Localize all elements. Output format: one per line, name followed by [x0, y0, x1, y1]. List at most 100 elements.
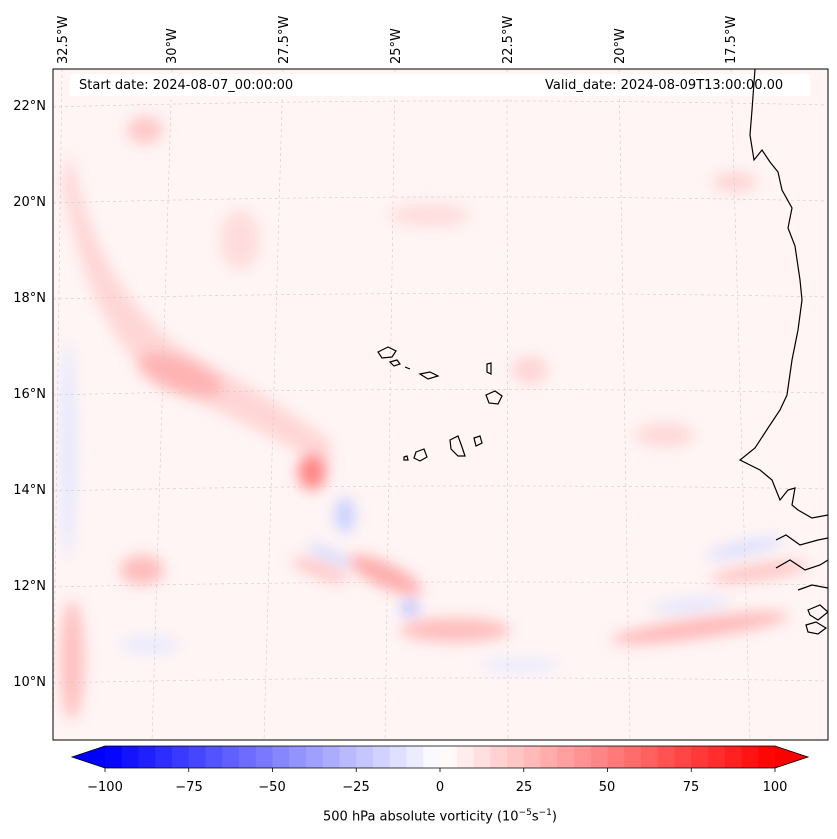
- lat-label-22n: 22°N: [13, 99, 46, 114]
- colorbar-tick-label: −50: [258, 780, 286, 795]
- island-sao-nicolau: [418, 371, 440, 380]
- colorbar-bin: [306, 746, 324, 768]
- colorbar-bin: [641, 746, 659, 768]
- colorbar-bin: [657, 746, 675, 768]
- colorbar-bin: [222, 746, 240, 768]
- colorbar-bin: [155, 746, 173, 768]
- island-maio: [473, 435, 483, 447]
- colorbar-bin: [741, 746, 759, 768]
- map-area: [53, 69, 828, 740]
- colorbar-bin: [322, 746, 340, 768]
- parallel-16n: [53, 389, 828, 396]
- lon-label-25w: 25°W: [389, 28, 404, 64]
- colorbar-bin: [557, 746, 575, 768]
- meridian-32-5w: [53, 69, 63, 740]
- island-fogo: [413, 448, 428, 462]
- island-sal: [486, 362, 492, 375]
- island-brava: [403, 455, 409, 461]
- colorbar-tick-label: 25: [515, 780, 533, 795]
- colorbar-bin: [607, 746, 625, 768]
- island-sao-vicente: [388, 359, 401, 367]
- colorbar-bin: [138, 746, 156, 768]
- colorbar-tick-label: −100: [87, 780, 123, 795]
- colorbar-bin: [105, 746, 123, 768]
- map-frame: [52, 68, 829, 741]
- start-date-label: Start date: 2024-08-07_00:00:00: [79, 78, 294, 93]
- island-santo-antao: [377, 346, 397, 359]
- lon-label-27-5w: 27.5°W: [277, 15, 292, 64]
- colorbar-bin: [507, 746, 525, 768]
- valid-date-label: Valid_date: 2024-08-09T13:00:00.00: [545, 78, 784, 93]
- parallel-18n: [53, 293, 828, 300]
- colorbar-bin: [406, 746, 424, 768]
- lat-label-18n: 18°N: [13, 291, 46, 306]
- colorbar-label-main: 500 hPa absolute vorticity (10: [323, 809, 519, 825]
- colorbar-label-mid: s: [531, 809, 539, 825]
- coastline-gambia: [775, 534, 828, 546]
- lat-label-20n: 20°N: [13, 195, 46, 210]
- colorbar-label-end: ): [551, 809, 557, 825]
- colorbar-bin: [289, 746, 307, 768]
- header-backdrop: [70, 74, 810, 96]
- colorbar-label-exp2: −1: [538, 808, 552, 818]
- colorbar-bin: [724, 746, 742, 768]
- colorbar-bin: [624, 746, 642, 768]
- colorbar-bin: [691, 746, 709, 768]
- colorbar-bin: [456, 746, 474, 768]
- island-santiago: [449, 435, 466, 457]
- lat-label-10n: 10°N: [13, 675, 46, 690]
- parallel-14n: [53, 485, 828, 492]
- parallel-20n: [53, 196, 828, 204]
- coastline-guinea-bissau: [775, 559, 828, 571]
- colorbar-bin: [473, 746, 491, 768]
- colorbar-bin: [205, 746, 223, 768]
- coastline-mauritania-senegal: [738, 69, 828, 519]
- colorbar-bin: [373, 746, 391, 768]
- colorbar: [70, 745, 810, 772]
- island-boa-vista: [485, 390, 503, 405]
- coastline-guinea: [797, 584, 828, 591]
- colorbar-bin: [440, 746, 458, 768]
- meridian-25w: [384, 69, 396, 740]
- colorbar-bin: [339, 746, 357, 768]
- cape-verde-islands: [377, 346, 503, 462]
- parallel-22n: [53, 100, 828, 108]
- parallel-10n: [53, 677, 828, 684]
- colorbar-bin: [239, 746, 257, 768]
- colorbar-bin: [121, 746, 139, 768]
- colorbar-min-extend: [72, 746, 105, 768]
- colorbar-bin: [188, 746, 206, 768]
- colorbar-bin: [574, 746, 592, 768]
- coastline-bijagos: [807, 604, 828, 621]
- colorbar-tick-label: 0: [435, 780, 445, 795]
- lon-label-17-5w: 17.5°W: [724, 15, 739, 64]
- colorbar-bin: [674, 746, 692, 768]
- colorbar-label-exp1: −5: [518, 808, 532, 818]
- colorbar-bin: [389, 746, 407, 768]
- lat-label-16n: 16°N: [13, 387, 46, 402]
- lat-label-12n: 12°N: [13, 579, 46, 594]
- colorbar-bin: [255, 746, 273, 768]
- lat-label-14n: 14°N: [13, 483, 46, 498]
- colorbar-tick-label: −75: [175, 780, 203, 795]
- colorbar-tick-label: 50: [598, 780, 616, 795]
- meridian-20w: [618, 69, 631, 740]
- vorticity-field: [60, 116, 810, 720]
- graticule: [53, 69, 828, 740]
- meridian-22-5w: [506, 69, 509, 740]
- colorbar-max-extend: [775, 746, 808, 768]
- colorbar-label: 500 hPa absolute vorticity (10−5s−1): [0, 808, 837, 824]
- colorbar-bin: [758, 746, 776, 768]
- colorbar-bin: [523, 746, 541, 768]
- coastline-guinea-south: [805, 621, 828, 635]
- colorbar-tick-label: 100: [762, 780, 788, 795]
- colorbar-bin: [423, 746, 441, 768]
- meridian-17-5w: [730, 69, 751, 740]
- africa-coastline: [738, 69, 828, 635]
- colorbar-bin: [356, 746, 374, 768]
- colorbar-bin: [172, 746, 190, 768]
- colorbar-bin: [590, 746, 608, 768]
- colorbar-bin: [540, 746, 558, 768]
- lon-label-32-5w: 32.5°W: [56, 15, 71, 64]
